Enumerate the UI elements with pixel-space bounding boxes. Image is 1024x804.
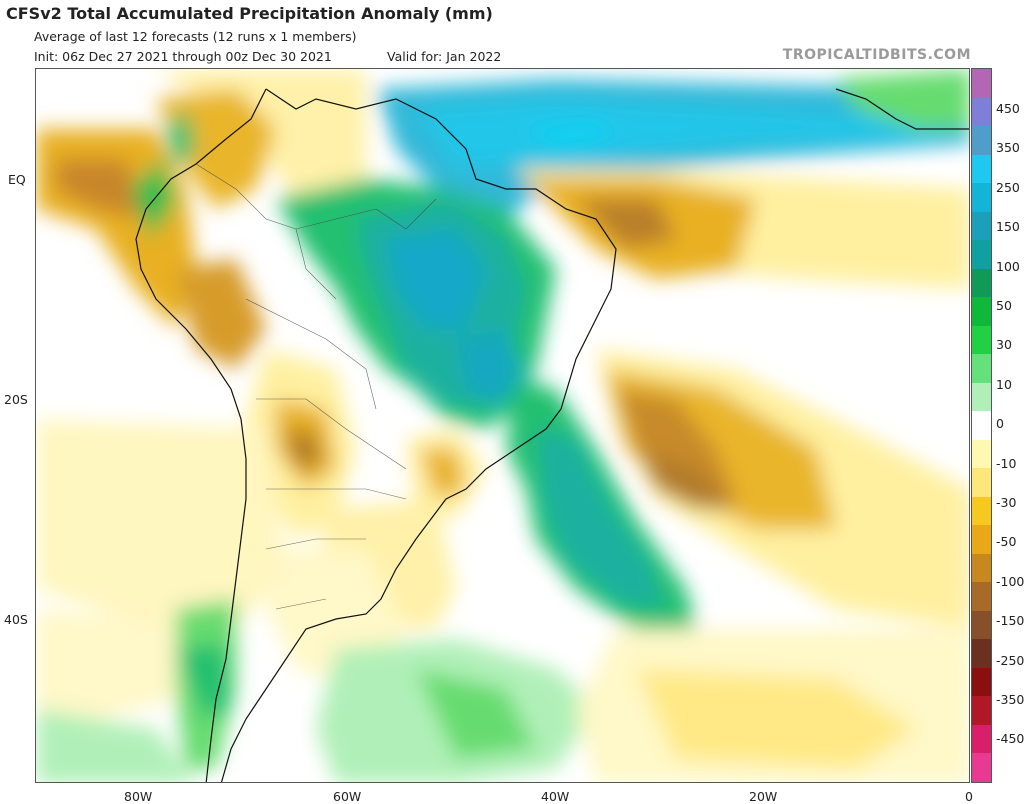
colorbar-swatch	[972, 211, 991, 241]
lat-label-20s: 20S	[4, 392, 28, 407]
colorbar-label: -10	[996, 455, 1017, 471]
colorbar-swatch	[972, 325, 991, 355]
precip-anomaly-map	[36, 69, 969, 782]
colorbar-label: -250	[996, 652, 1024, 668]
colorbar-label: 150	[996, 219, 1020, 235]
colorbar-swatch	[972, 268, 991, 298]
chart-title: CFSv2 Total Accumulated Precipitation An…	[6, 4, 493, 23]
colorbar-label: -50	[996, 534, 1017, 550]
colorbar-swatch	[972, 183, 991, 213]
colorbar-swatch	[972, 382, 991, 412]
colorbar-label: 250	[996, 179, 1020, 195]
colorbar-swatch	[972, 496, 991, 526]
colorbar-swatch	[972, 126, 991, 156]
lat-label-eq: EQ	[8, 172, 26, 187]
colorbar-swatch	[972, 439, 991, 469]
colorbar-label: 350	[996, 140, 1020, 156]
colorbar-swatch	[972, 411, 991, 441]
colorbar-swatch	[972, 468, 991, 498]
colorbar-swatch	[972, 667, 991, 697]
coastlines	[135, 88, 969, 782]
colorbar-swatch	[972, 525, 991, 555]
chart-subtitle: Average of last 12 forecasts (12 runs x …	[34, 29, 357, 44]
colorbar-swatch	[972, 696, 991, 726]
colorbar-swatch	[972, 297, 991, 327]
colorbar-label: 0	[996, 416, 1004, 432]
colorbar-label: -30	[996, 495, 1017, 510]
map-panel	[35, 68, 970, 783]
anomaly-field	[36, 69, 969, 782]
colorbar-label: 10	[996, 376, 1012, 392]
colorbar-swatch	[972, 724, 991, 754]
colorbar-swatch	[972, 69, 991, 99]
colorbar-label: -100	[996, 573, 1024, 589]
political-borders	[195, 163, 437, 610]
colorbar-label: 30	[996, 337, 1012, 353]
colorbar-swatch	[972, 639, 991, 669]
lon-label-0: 0	[965, 789, 973, 804]
valid-text: Valid for: Jan 2022	[387, 49, 502, 64]
colorbar-label: 450	[996, 101, 1020, 116]
init-text: Init: 06z Dec 27 2021 through 00z Dec 30…	[34, 49, 332, 64]
colorbar-swatch	[972, 553, 991, 583]
colorbar-label: 50	[996, 298, 1012, 313]
colorbar-swatch	[972, 610, 991, 640]
lon-label-80w: 80W	[124, 789, 153, 804]
brand-watermark: TROPICALTIDBITS.COM	[782, 47, 971, 63]
colorbar-swatch	[972, 154, 991, 184]
lon-label-60w: 60W	[333, 789, 362, 804]
colorbar-label: -350	[996, 692, 1024, 707]
colorbar-label: 100	[996, 258, 1020, 274]
lon-label-20w: 20W	[749, 789, 778, 804]
colorbar-swatch	[972, 354, 991, 384]
lat-label-40s: 40S	[4, 612, 28, 627]
colorbar-swatch	[972, 97, 991, 127]
colorbar	[971, 68, 992, 783]
colorbar-swatch	[972, 753, 991, 783]
lon-label-40w: 40W	[541, 789, 570, 804]
colorbar-swatch	[972, 582, 991, 612]
colorbar-label: -150	[996, 613, 1024, 629]
colorbar-label: -450	[996, 731, 1024, 747]
colorbar-swatch	[972, 240, 991, 270]
